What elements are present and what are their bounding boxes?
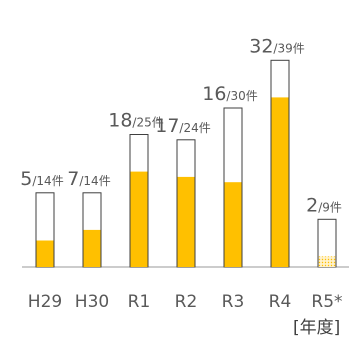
bar-count (177, 176, 195, 267)
data-label: 18/25件 (108, 110, 164, 132)
x-tick-labels-group: H29 H30 R1 R2 R3 R4 R5* (28, 292, 343, 312)
x-tick-label: R5* (311, 292, 342, 312)
bar-count (271, 97, 289, 268)
bar-count (224, 182, 242, 267)
data-label: 5/14件 (20, 168, 63, 190)
bar-count (83, 229, 101, 267)
bar-count (36, 240, 54, 267)
x-tick-label: H29 (28, 292, 62, 312)
x-tick-label: R3 (222, 292, 245, 312)
x-axis-unit-label: [年度] (293, 318, 340, 337)
data-label: 16/30件 (202, 83, 258, 105)
bar-count (318, 256, 336, 267)
x-tick-label: R1 (128, 292, 151, 312)
x-tick-label: R4 (269, 292, 292, 312)
data-label: 32/39件 (249, 35, 305, 57)
bars-group (35, 59, 337, 268)
bar-count (130, 171, 148, 267)
data-label: 17/24件 (155, 115, 211, 137)
data-label: 7/14件 (67, 168, 110, 190)
data-label: 2/9件 (306, 194, 342, 216)
x-tick-label: R2 (175, 292, 198, 312)
x-tick-label: H30 (75, 292, 109, 312)
